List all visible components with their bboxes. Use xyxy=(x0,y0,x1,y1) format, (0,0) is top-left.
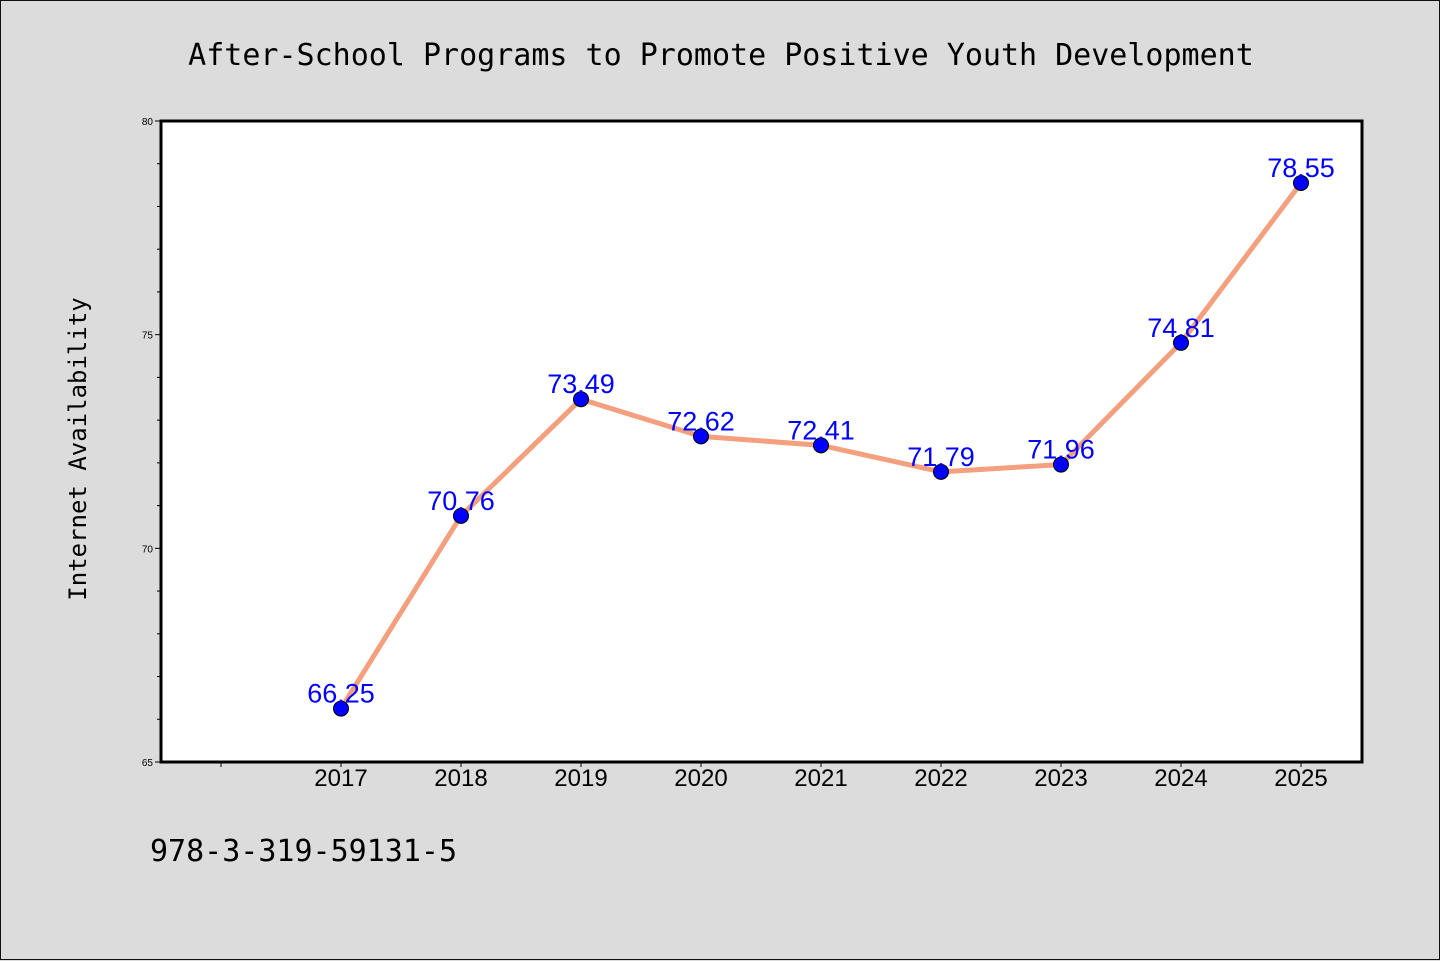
data-point xyxy=(333,700,349,717)
data-label: 66.25 xyxy=(307,679,375,709)
chart-title: After-School Programs to Promote Positiv… xyxy=(188,38,1254,73)
y-tick-label: 70 xyxy=(142,544,154,555)
y-axis-ticks: 65 70 75 80 xyxy=(142,117,161,769)
series-group: 66.25 70.76 73.49 72.62 72.41 71.79 71.96 74.81… xyxy=(307,153,1335,717)
x-tick-label: 2017 xyxy=(314,765,367,792)
x-tick-label: 2022 xyxy=(914,765,967,792)
x-axis-ticks: 2017 2018 2019 2020 2021 2022 2023 2024 2025 xyxy=(220,762,1328,792)
data-point xyxy=(573,391,589,408)
data-point xyxy=(933,463,949,480)
data-point xyxy=(813,437,829,454)
data-point xyxy=(1053,456,1069,473)
data-label: 78.55 xyxy=(1267,153,1335,183)
data-point xyxy=(1173,334,1189,351)
y-tick-label: 80 xyxy=(142,117,154,128)
data-point xyxy=(693,428,709,445)
y-tick-label: 65 xyxy=(142,758,154,769)
isbn-text: 978-3-319-59131-5 xyxy=(150,834,458,869)
x-tick-label: 2020 xyxy=(674,765,727,792)
data-point xyxy=(1293,174,1309,191)
plot-frame xyxy=(159,119,1364,764)
data-label: 71.79 xyxy=(907,442,975,472)
data-point xyxy=(453,507,469,524)
y-tick-label: 75 xyxy=(142,331,154,342)
data-label: 70.76 xyxy=(427,486,495,516)
y-axis-label: Internet Availability xyxy=(64,297,92,600)
x-tick-label: 2025 xyxy=(1274,765,1327,792)
x-tick-label: 2021 xyxy=(794,765,847,792)
x-tick-label: 2023 xyxy=(1034,765,1087,792)
x-tick-label: 2024 xyxy=(1154,765,1207,792)
data-label: 73.49 xyxy=(547,369,615,399)
data-label: 72.41 xyxy=(787,415,855,445)
data-label: 74.81 xyxy=(1147,313,1215,343)
x-tick-label: 2018 xyxy=(434,765,487,792)
data-label: 71.96 xyxy=(1027,435,1095,465)
data-label: 72.62 xyxy=(667,406,735,436)
x-tick-label: 2019 xyxy=(554,765,607,792)
